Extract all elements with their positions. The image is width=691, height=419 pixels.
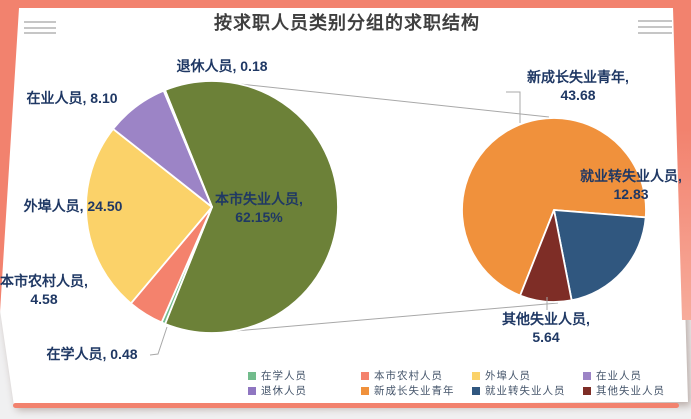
frame-top-accent xyxy=(0,0,691,8)
pie-slice-其他失业人员[interactable] xyxy=(519,209,573,303)
series-connector-line-bottom xyxy=(211,302,559,334)
legend-item[interactable]: 在学人员 xyxy=(248,368,307,383)
hamburger-line xyxy=(638,26,672,28)
frame-bottom-accent xyxy=(13,403,679,408)
pie-slice-新成长失业青年[interactable] xyxy=(461,117,647,297)
secondary-pie xyxy=(461,117,647,303)
pie-slice-退休人员[interactable] xyxy=(162,89,213,208)
legend-swatch xyxy=(472,386,480,395)
legend-item[interactable]: 新成长失业青年 xyxy=(361,383,455,398)
legend-swatch xyxy=(248,371,256,380)
primary-pie xyxy=(85,80,339,334)
pie-slice-本市失业人员[interactable] xyxy=(164,80,339,334)
data-label-other-unemployed: 其他失业人员, 5.64 xyxy=(502,311,590,345)
legend-item[interactable]: 本市农村人员 xyxy=(361,368,443,383)
legend-swatch xyxy=(583,371,591,380)
data-label-employed: 在业人员, 8.10 xyxy=(26,90,118,106)
hamburger-line xyxy=(24,32,56,34)
series-connector-line-top xyxy=(211,80,550,118)
legend-swatch xyxy=(361,371,369,380)
hamburger-line xyxy=(24,21,56,23)
legend-item[interactable]: 退休人员 xyxy=(248,383,307,398)
data-label-new-youth: 新成长失业青年, 43.68 xyxy=(527,69,629,103)
data-label-nonlocal: 外埠人员, 24.50 xyxy=(23,198,123,214)
data-label-job-to-unemployed: 就业转失业人员, 12.83 xyxy=(580,168,682,202)
hamburger-menu-icon[interactable] xyxy=(24,21,56,34)
legend-swatch xyxy=(583,386,591,395)
legend-item[interactable]: 就业转失业人员 xyxy=(472,383,566,398)
hamburger-line xyxy=(638,32,672,34)
pie-slice-就业转失业人员[interactable] xyxy=(553,209,647,302)
legend-swatch xyxy=(248,386,256,395)
data-label-retired: 退休人员, 0.18 xyxy=(176,58,268,74)
leader-line-student xyxy=(149,326,168,356)
hamburger-menu-icon[interactable] xyxy=(638,20,672,34)
legend-item[interactable]: 在业人员 xyxy=(583,368,642,383)
legend-item[interactable]: 外埠人员 xyxy=(472,368,531,383)
legend-item[interactable]: 其他失业人员 xyxy=(583,383,665,398)
data-label-rural: 本市农村人员, 4.58 xyxy=(0,273,88,307)
pie-slice-外埠人员[interactable] xyxy=(85,128,213,305)
chart-title: 按求职人员类别分组的求职结构 xyxy=(214,13,480,33)
data-label-student: 在学人员, 0.48 xyxy=(46,346,138,362)
legend-swatch xyxy=(361,386,369,395)
data-label-main-unemployed: 本市失业人员, 62.15% xyxy=(215,191,303,225)
hamburger-line xyxy=(24,26,56,29)
legend-swatch xyxy=(472,371,480,380)
leader-line-new-youth xyxy=(506,91,521,123)
hamburger-line xyxy=(638,20,672,22)
